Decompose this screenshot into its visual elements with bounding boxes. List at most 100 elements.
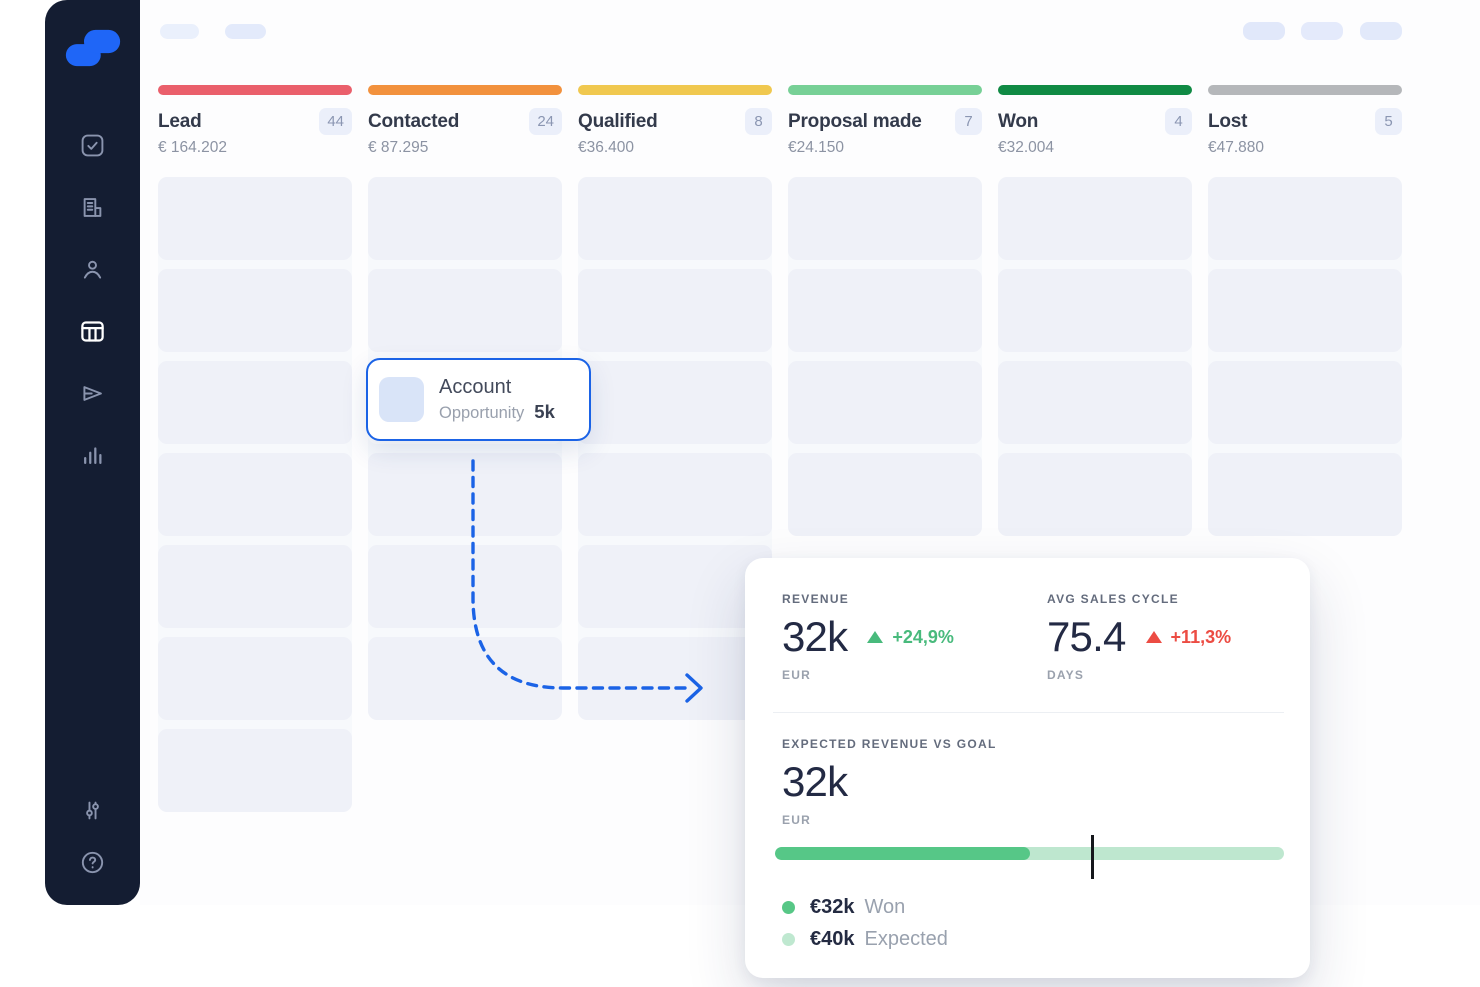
stage-color-bar xyxy=(998,85,1192,95)
opportunity-card-value: 5k xyxy=(534,401,555,422)
opportunity-placeholder-card[interactable] xyxy=(158,177,352,260)
stage-column-won: Won 4 €32.004 xyxy=(998,85,1192,812)
goal-progress-bar xyxy=(775,835,1284,879)
opportunity-card-account[interactable]: Account Opportunity 5k xyxy=(366,358,591,441)
sales-cycle-unit: DAYS xyxy=(1047,668,1085,682)
opportunity-placeholder-card[interactable] xyxy=(368,177,562,260)
sales-cycle-label: AVG SALES CYCLE xyxy=(1047,592,1179,606)
app-logo-icon[interactable] xyxy=(62,26,124,70)
stage-count-badge: 8 xyxy=(745,108,772,135)
tasks-icon xyxy=(79,132,106,164)
opportunity-placeholder-card[interactable] xyxy=(578,453,772,536)
stage-count-badge: 5 xyxy=(1375,108,1402,135)
stage-card-list xyxy=(158,177,352,812)
opportunity-placeholder-card[interactable] xyxy=(158,637,352,720)
help-icon xyxy=(79,849,106,881)
opportunity-placeholder-card[interactable] xyxy=(158,269,352,352)
opportunity-placeholder-card[interactable] xyxy=(788,269,982,352)
stage-columns: Lead 44 € 164.202 Contacted 24 € 87.295 Qualif… xyxy=(158,85,1402,812)
opportunity-placeholder-card[interactable] xyxy=(578,637,772,720)
settings-icon xyxy=(79,797,106,829)
sidebar-item-settings[interactable] xyxy=(77,797,109,829)
opportunity-placeholder-card[interactable] xyxy=(998,361,1192,444)
skeleton-pill xyxy=(1243,22,1285,40)
opportunity-card-title: Account xyxy=(439,376,512,398)
stage-card-list xyxy=(788,177,982,536)
pipeline-icon xyxy=(79,318,106,350)
opportunity-placeholder-card[interactable] xyxy=(158,453,352,536)
stage-card-list xyxy=(1208,177,1402,536)
sidebar-item-pipeline[interactable] xyxy=(77,318,109,350)
sidebar-footer xyxy=(77,797,109,881)
opportunity-placeholder-card[interactable] xyxy=(1208,269,1402,352)
stage-total-value: €47.880 xyxy=(1208,139,1265,156)
opportunity-placeholder-card[interactable] xyxy=(578,269,772,352)
won-label: Won xyxy=(864,895,906,918)
stage-count-badge: 44 xyxy=(319,108,352,135)
stage-column-contacted: Contacted 24 € 87.295 xyxy=(368,85,562,812)
sidebar-item-tasks[interactable] xyxy=(77,132,109,164)
expected-revenue-value: 32k xyxy=(782,758,848,805)
expected-revenue-label: EXPECTED REVENUE VS GOAL xyxy=(782,737,997,751)
trend-up-icon xyxy=(867,631,884,643)
sidebar-item-help[interactable] xyxy=(77,849,109,881)
opportunity-card-text: Account Opportunity 5k xyxy=(439,376,555,423)
opportunity-placeholder-card[interactable] xyxy=(998,177,1192,260)
opportunity-placeholder-card[interactable] xyxy=(788,361,982,444)
opportunity-placeholder-card[interactable] xyxy=(578,177,772,260)
opportunity-placeholder-card[interactable] xyxy=(158,729,352,812)
expected-value: €40k xyxy=(810,927,855,950)
sidebar-item-contacts[interactable] xyxy=(77,256,109,288)
stage-total-value: €24.150 xyxy=(788,139,845,156)
skeleton-pill xyxy=(1360,22,1402,40)
opportunity-placeholder-card[interactable] xyxy=(998,453,1192,536)
stage-total-value: € 87.295 xyxy=(368,139,429,156)
opportunity-placeholder-card[interactable] xyxy=(158,545,352,628)
stage-column-lost: Lost 5 €47.880 xyxy=(1208,85,1402,812)
expected-revenue-section: EXPECTED REVENUE VS GOAL 32k EUR €32k Wo… xyxy=(745,713,1310,955)
progress-legend: €32k Won €40k Expected xyxy=(782,891,1310,955)
sales-cycle-value: 75.4 xyxy=(1047,613,1126,660)
stage-label: Won xyxy=(998,110,1039,132)
skeleton-pill xyxy=(1301,22,1343,40)
stage-color-bar xyxy=(158,85,352,95)
opportunity-placeholder-card[interactable] xyxy=(1208,361,1402,444)
opportunity-placeholder-card[interactable] xyxy=(368,637,562,720)
stage-total-value: € 164.202 xyxy=(158,139,227,156)
stage-column-qualified: Qualified 8 €36.400 xyxy=(578,85,772,812)
account-avatar xyxy=(379,377,424,422)
stage-count-badge: 24 xyxy=(529,108,562,135)
stage-label: Lead xyxy=(158,110,202,132)
stage-total-value: €32.004 xyxy=(998,139,1055,156)
trend-up-icon xyxy=(1145,631,1162,643)
stage-label: Qualified xyxy=(578,110,658,132)
legend-item-won: €32k Won xyxy=(782,891,1310,923)
opportunity-placeholder-card[interactable] xyxy=(368,269,562,352)
sidebar-item-companies[interactable] xyxy=(77,194,109,226)
opportunity-placeholder-card[interactable] xyxy=(1208,177,1402,260)
sidebar-item-campaigns[interactable] xyxy=(77,380,109,412)
stage-color-bar xyxy=(578,85,772,95)
opportunity-placeholder-card[interactable] xyxy=(1208,453,1402,536)
opportunity-placeholder-card[interactable] xyxy=(158,361,352,444)
insights-icon xyxy=(79,442,106,474)
won-dot-icon xyxy=(782,900,795,914)
opportunity-placeholder-card[interactable] xyxy=(788,177,982,260)
opportunity-card-subtitle: Opportunity xyxy=(439,404,525,422)
opportunity-placeholder-card[interactable] xyxy=(578,361,772,444)
campaigns-icon xyxy=(79,380,106,412)
opportunity-placeholder-card[interactable] xyxy=(578,545,772,628)
stage-count-badge: 4 xyxy=(1165,108,1192,135)
skeleton-pill xyxy=(225,24,266,39)
revenue-delta-text: +24,9% xyxy=(892,626,954,647)
revenue-delta: +24,9% xyxy=(867,627,954,648)
stage-color-bar xyxy=(1208,85,1402,95)
progress-fill xyxy=(775,847,1030,860)
opportunity-placeholder-card[interactable] xyxy=(368,545,562,628)
opportunity-placeholder-card[interactable] xyxy=(998,269,1192,352)
revenue-unit: EUR xyxy=(782,668,811,682)
opportunity-placeholder-card[interactable] xyxy=(788,453,982,536)
sidebar-item-insights[interactable] xyxy=(77,442,109,474)
stage-label: Proposal made xyxy=(788,110,922,132)
opportunity-placeholder-card[interactable] xyxy=(368,453,562,536)
